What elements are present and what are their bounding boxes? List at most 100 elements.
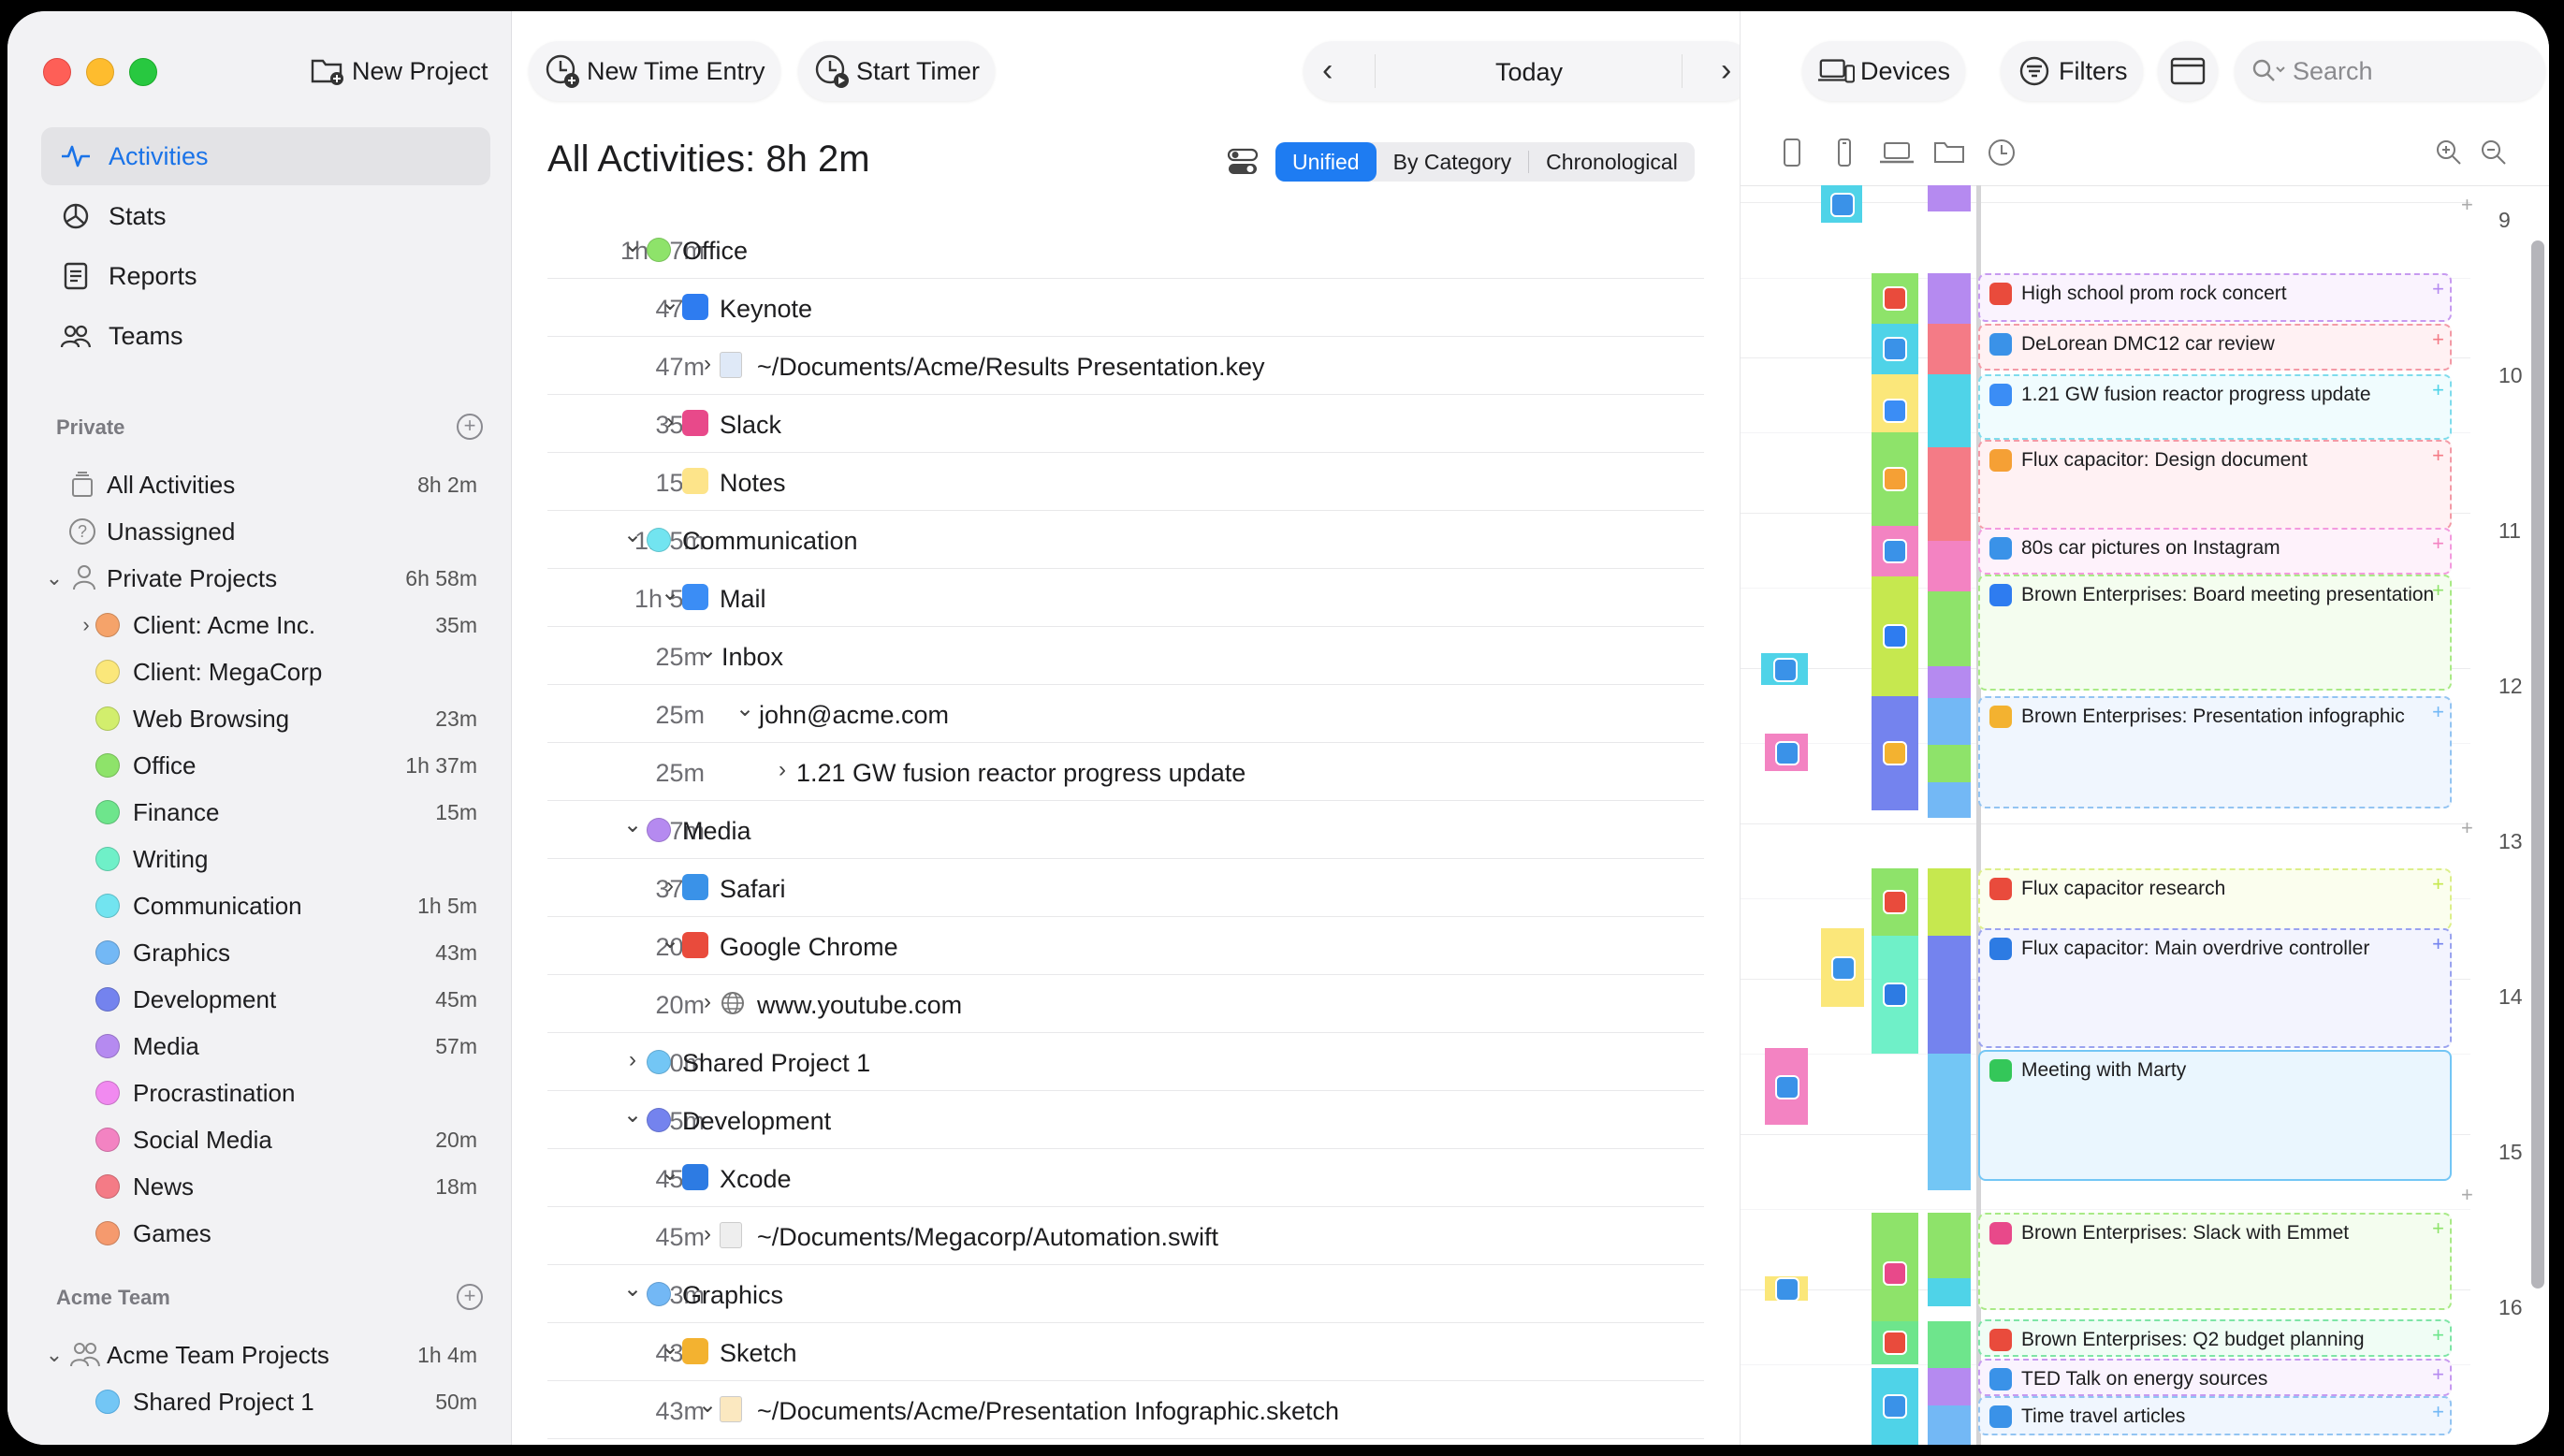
chevron-down-icon[interactable]: ⌄ [622,232,643,257]
sidebar-item-project[interactable]: Development 45m [7,977,511,1022]
sidebar-item-project[interactable]: Graphics 43m [7,930,511,975]
category-block[interactable] [1928,1405,1971,1445]
add-entry-icon[interactable]: + [2432,1362,2444,1386]
window-layout-button[interactable] [2158,41,2218,101]
add-entry-icon[interactable]: + [2432,378,2444,401]
next-day-button[interactable]: › [1721,52,1732,88]
chevron-right-icon[interactable]: › [704,1221,711,1246]
chevron-down-icon[interactable]: ⌄ [660,1334,680,1360]
activity-row[interactable]: 25m ⌄ Inbox [547,626,1704,685]
sidebar-item-project[interactable]: Web Browsing 23m [7,696,511,741]
category-block[interactable] [1928,447,1971,541]
chevron-down-icon[interactable]: ⌄ [697,1392,718,1418]
laptop-filter-icon[interactable] [1879,135,1915,170]
minimize-window-button[interactable] [86,58,114,86]
folder-filter-icon[interactable] [1931,135,1967,170]
sidebar-item-project[interactable]: Media 57m [7,1024,511,1069]
activity-row[interactable]: 25m › 1.21 GW fusion reactor progress upda… [547,742,1704,801]
category-block[interactable] [1928,1213,1971,1278]
sidebar-item-project[interactable]: Communication 1h 5m [7,883,511,928]
timeline-entry-card[interactable]: TED Talk on energy sources + [1978,1359,2452,1396]
activity-row[interactable]: 20m ⌄ Google Chrome [547,916,1704,975]
sidebar-item-project[interactable]: › Client: Acme Inc. 35m [7,603,511,648]
timeline-entry-card[interactable]: 80s car pictures on Instagram + [1978,528,2452,575]
nav-reports[interactable]: Reports [41,247,490,305]
timeline-entry-card[interactable]: Flux capacitor: Main overdrive controlle… [1978,928,2452,1048]
sidebar-item-project[interactable]: Procrastination [7,1070,511,1115]
device-activity-block[interactable] [1765,1276,1808,1302]
activity-row[interactable]: 43m ⌄ ~/Documents/Acme/Presentation Infogr… [547,1380,1704,1439]
timeline-entry-card[interactable]: Brown Enterprises: Slack with Emmet + [1978,1213,2452,1310]
app-usage-block[interactable] [1872,868,1918,936]
add-entry-icon[interactable]: + [2432,531,2444,555]
category-block[interactable] [1928,1321,1971,1368]
sidebar-item-private-projects[interactable]: ⌄ Private Projects 6h 58m [7,556,511,601]
zoom-window-button[interactable] [129,58,157,86]
activity-row[interactable]: 20m › www.youtube.com [547,974,1704,1033]
chevron-down-icon[interactable]: ⌄ [45,1343,64,1366]
chevron-right-icon[interactable]: › [666,409,674,434]
new-time-entry-button[interactable]: New Time Entry [529,41,780,101]
zoom-out-icon[interactable] [2476,135,2512,170]
timeline-entry-card[interactable]: Meeting with Marty [1978,1050,2452,1181]
activity-row[interactable]: 37m › Safari [547,858,1704,917]
sidebar-item-project[interactable]: Office 1h 37m [7,743,511,788]
chevron-down-icon[interactable]: ⌄ [660,928,680,954]
nav-activities[interactable]: Activities [41,127,490,185]
category-block[interactable] [1928,374,1971,447]
activity-row[interactable]: 47m › ~/Documents/Acme/Results Presentatio… [547,336,1704,395]
phone-filter-icon[interactable] [1774,135,1810,170]
category-block[interactable] [1928,273,1971,324]
add-entry-icon[interactable]: + [2432,932,2444,955]
activity-row[interactable]: 43m ⌄ Sketch [547,1322,1704,1381]
add-entry-icon[interactable]: + [2432,1400,2444,1423]
category-block[interactable] [1928,936,1971,1054]
category-block[interactable] [1928,324,1971,374]
device-activity-block[interactable] [1765,734,1808,771]
add-entry-icon[interactable]: + [2461,1183,2473,1206]
chevron-down-icon[interactable]: ⌄ [622,812,643,837]
start-timer-button[interactable]: Start Timer [798,41,996,101]
activity-row[interactable]: 43m ⌄ Graphics [547,1264,1704,1323]
sidebar-item-acme-team-projects[interactable]: ⌄ Acme Team Projects 1h 4m [7,1332,511,1377]
devices-button[interactable]: Devices [1802,41,1966,101]
activity-row[interactable]: 45m ⌄ Xcode [547,1148,1704,1207]
sidebar-item-project[interactable]: Writing [7,837,511,881]
chevron-down-icon[interactable]: ⌄ [660,290,680,315]
activity-row[interactable]: 35m › Slack [547,394,1704,453]
activity-row[interactable]: 15m Notes [547,452,1704,511]
app-usage-block[interactable] [1872,273,1918,324]
add-entry-icon[interactable]: + [2432,1216,2444,1240]
sidebar-item-shared-project-1[interactable]: Shared Project 1 50m [7,1379,511,1424]
timeline-entry-card[interactable]: Brown Enterprises: Board meeting present… [1978,575,2452,691]
activity-row[interactable]: 1h 5m ⌄ Mail [547,568,1704,627]
timeline-entry-card[interactable]: Flux capacitor: Design document + [1978,440,2452,530]
timeline-entry-card[interactable]: Flux capacitor research + [1978,868,2452,930]
category-block[interactable] [1928,868,1971,936]
add-entry-icon[interactable]: + [2432,872,2444,895]
activity-row[interactable]: 45m ⌄ Development [547,1090,1704,1149]
device-activity-block[interactable] [1821,185,1862,223]
chevron-right-icon[interactable]: › [779,757,786,782]
category-block[interactable] [1928,1278,1971,1306]
sidebar-item-all-activities[interactable]: All Activities 8h 2m [7,462,511,507]
new-project-button[interactable]: New Project [294,41,503,101]
app-usage-block[interactable] [1872,526,1918,576]
timeline-entry-card[interactable]: Brown Enterprises: Q2 budget planning + [1978,1319,2452,1357]
app-usage-block[interactable] [1872,432,1918,526]
app-usage-block[interactable] [1872,1213,1918,1334]
chevron-right-icon[interactable]: › [629,1047,636,1072]
mobile-filter-icon[interactable] [1827,135,1862,170]
add-entry-icon[interactable]: + [2432,277,2444,300]
add-entry-icon[interactable]: + [2461,816,2473,839]
add-private-project-button[interactable]: + [457,414,483,440]
category-block[interactable] [1928,782,1971,818]
activity-row[interactable]: 45m › ~/Documents/Megacorp/Automation.swif… [547,1206,1704,1265]
segment-by-category[interactable]: By Category [1392,150,1512,174]
chevron-down-icon[interactable]: ⌄ [660,1160,680,1186]
activity-row[interactable]: 1h 37m ⌄ Office [547,220,1704,279]
chevron-right-icon[interactable]: › [704,989,711,1014]
app-usage-block[interactable] [1872,696,1918,810]
activity-row[interactable]: 1h 5m⌄Communication [547,510,1704,569]
category-block[interactable] [1928,666,1971,698]
